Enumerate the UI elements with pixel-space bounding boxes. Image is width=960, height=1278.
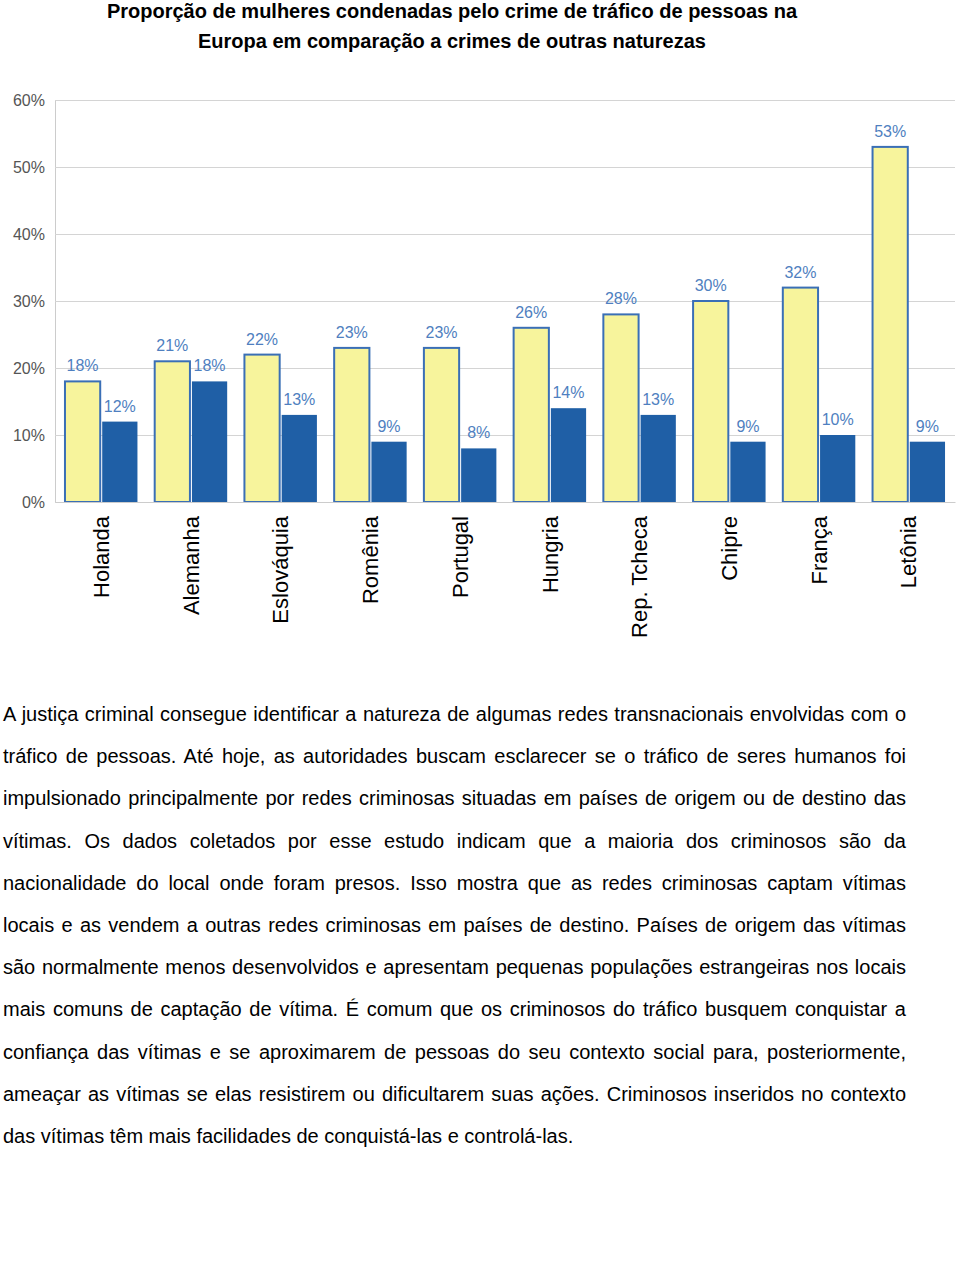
bar [334, 348, 369, 502]
x-tick-label: França [807, 515, 832, 584]
bar [514, 328, 549, 502]
data-label: 22% [246, 331, 278, 348]
bar [820, 435, 855, 502]
data-label: 21% [156, 337, 188, 354]
bar [102, 422, 137, 502]
x-axis-line [56, 502, 956, 503]
y-tick: 40% [13, 226, 955, 243]
bar [603, 314, 638, 502]
data-labels: 18% 21% 22% 23% 23% 26% 28% 30% 32% 53% 12% 18% 13% 9… [67, 123, 939, 442]
data-label: 26% [515, 304, 547, 321]
y-tick-label: 30% [13, 293, 45, 310]
x-tick-label: Hungria [538, 515, 563, 593]
bar [244, 355, 279, 502]
bar [65, 381, 100, 502]
data-label: 10% [822, 411, 854, 428]
data-label: 8% [467, 424, 490, 441]
x-tick: Hungria [538, 502, 563, 593]
x-tick: Rep. Tcheca [627, 502, 652, 638]
x-tick: Chipre [717, 502, 742, 581]
grid-line [55, 502, 955, 503]
x-tick: Portugal [448, 502, 473, 598]
y-tick: 60% [13, 92, 955, 109]
bar [693, 301, 728, 502]
bar [641, 415, 676, 502]
bar [783, 288, 818, 502]
x-tick-label: Holanda [89, 515, 114, 598]
x-tick: Alemanha [179, 502, 204, 615]
y-tick-label: 50% [13, 159, 45, 176]
x-tick: Romênia [358, 502, 383, 604]
bar [461, 448, 496, 502]
title: Proporção de mulheres condenadas pelo cr… [107, 0, 798, 52]
grid-line [55, 100, 955, 101]
data-label: 9% [736, 418, 759, 435]
y-tick-label: 40% [13, 226, 45, 243]
x-tick-label: Chipre [717, 516, 742, 581]
x-tick-label: Portugal [448, 516, 473, 598]
y-tick-label: 20% [13, 360, 45, 377]
data-label: 9% [916, 418, 939, 435]
y-axis-line [56, 101, 956, 503]
data-label: 18% [194, 357, 226, 374]
data-label: 13% [642, 391, 674, 408]
x-tick: Holanda [89, 502, 114, 598]
x-tick: Eslováquia [268, 502, 293, 624]
x-tick-label: Romênia [358, 515, 383, 604]
chart: Proporção de mulheres condenadas pelo cr… [0, 0, 960, 690]
bar [155, 361, 190, 502]
x-tick: Letônia [896, 502, 921, 588]
data-label: 9% [377, 418, 400, 435]
bar [551, 408, 586, 502]
x-tick-label: Eslováquia [268, 515, 293, 623]
bar [371, 442, 406, 502]
data-label: 53% [874, 123, 906, 140]
grid-line [55, 234, 955, 235]
y-tick-label: 60% [13, 92, 45, 109]
data-label: 18% [67, 357, 99, 374]
data-label: 32% [784, 264, 816, 281]
bar [730, 442, 765, 502]
x-axis: Holanda Alemanha Eslováquia Romênia Portugal… [56, 502, 956, 638]
data-label: 30% [695, 277, 727, 294]
y-axis: 0% 10% 20% 30% 40% 50% 60% [13, 92, 955, 511]
y-tick: 50% [13, 159, 955, 176]
y-tick-label: 0% [22, 494, 45, 511]
x-tick-label: Letônia [896, 515, 921, 588]
bar [424, 348, 459, 502]
bar [873, 147, 908, 502]
bar [192, 381, 227, 502]
data-label: 12% [104, 398, 136, 415]
x-tick-label: Alemanha [179, 515, 204, 615]
bar [282, 415, 317, 502]
data-label: 28% [605, 290, 637, 307]
y-tick-label: 10% [13, 427, 45, 444]
x-tick-label: Rep. Tcheca [627, 515, 652, 638]
data-label: 13% [283, 391, 315, 408]
data-label: 23% [425, 324, 457, 341]
bar [910, 442, 945, 502]
grid-line [55, 301, 955, 302]
x-tick: França [807, 502, 832, 584]
grid-line [55, 167, 955, 168]
data-label: 14% [552, 384, 584, 401]
bars [65, 147, 945, 502]
paragraph: A justiça criminal consegue identificar … [3, 693, 906, 1157]
data-label: 23% [336, 324, 368, 341]
